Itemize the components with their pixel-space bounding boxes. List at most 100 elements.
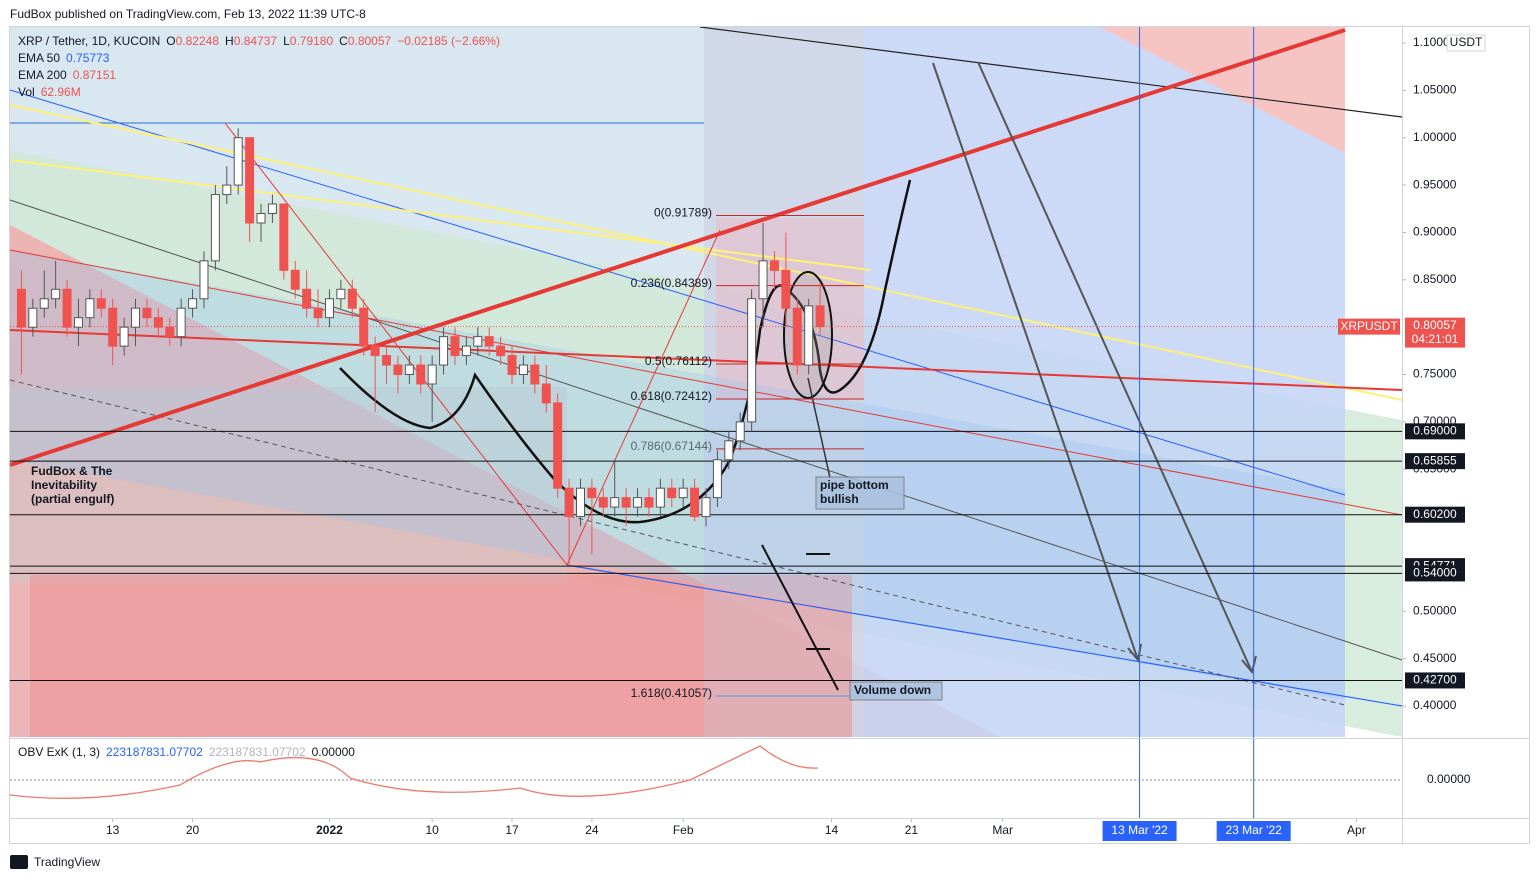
trend-line <box>9 249 1403 516</box>
trend-line <box>224 122 568 566</box>
candle-body <box>108 307 118 347</box>
obv-name: OBV ExK (1, 3) <box>18 745 100 759</box>
candle-body <box>51 288 61 300</box>
x-tick-label: 24 <box>585 823 599 837</box>
annotation: pipe bottom bullish <box>820 478 889 506</box>
labels: XRP / Tether, 1D, KUCOIN O0.82248 H0.84737… <box>18 34 1465 841</box>
x-tick-label: Feb <box>673 823 694 837</box>
frame <box>9 26 1530 844</box>
legend-symbol: XRP / Tether, 1D, KUCOIN <box>18 34 160 48</box>
candle-body <box>484 336 494 347</box>
legend-value: 0.84737 <box>234 34 278 48</box>
obv-tick: 0.00000 <box>1427 772 1471 786</box>
region <box>1100 27 1345 153</box>
region <box>10 250 1345 700</box>
y-tick-label: 1.05000 <box>1413 83 1457 97</box>
y-tick-label: 0.45000 <box>1413 651 1457 665</box>
candle-body <box>176 307 186 338</box>
candle-body <box>222 184 232 196</box>
indicator-value: 0.87151 <box>73 68 117 82</box>
y-tick-label: 0.40000 <box>1413 698 1457 712</box>
x-tick-label: Apr <box>1347 823 1366 837</box>
candle-body <box>165 326 175 338</box>
candle-body <box>450 336 460 357</box>
x-tick-label: 2022 <box>316 823 343 837</box>
candle-body <box>28 307 38 328</box>
candle-body <box>393 364 403 376</box>
trend-line <box>9 89 1346 496</box>
legend-value: 0.82248 <box>176 34 220 48</box>
candle-body <box>815 305 825 328</box>
candle-body <box>382 355 392 366</box>
candle-body <box>507 355 517 376</box>
candle-body <box>461 345 471 357</box>
candle-body <box>598 497 608 508</box>
trend-line <box>699 26 1403 118</box>
drawings <box>9 26 1403 737</box>
level-tag <box>1405 453 1465 470</box>
candle-body <box>302 288 312 309</box>
region <box>30 575 852 737</box>
price-label: 0.80057 <box>1413 318 1457 332</box>
symbol-tag <box>1338 318 1400 335</box>
candle-body <box>473 336 483 347</box>
candle-body <box>518 364 528 376</box>
indicator: EMA 50 0.75773 <box>18 51 110 65</box>
candle-body <box>701 497 711 518</box>
candle-body <box>256 212 266 224</box>
countdown: 04:21:01 <box>1412 332 1459 346</box>
date-marker-label: 13 Mar '22 <box>1111 823 1168 837</box>
level-label: 0.60200 <box>1413 507 1457 521</box>
level-label: 0.54000 <box>1413 566 1457 580</box>
candle-body <box>758 260 768 300</box>
legend-change: −0.02185 (−2.66%) <box>397 34 500 48</box>
candle-body <box>712 459 722 499</box>
published: FudBox published on TradingView.com, Feb… <box>10 7 366 21</box>
candle-body <box>370 345 380 357</box>
trend-line <box>566 564 1403 707</box>
currency-box <box>1446 34 1486 52</box>
candle-body <box>404 364 414 376</box>
level-tag <box>1405 423 1465 440</box>
candle-body <box>530 364 540 385</box>
annotation-box <box>815 476 905 510</box>
candle-body <box>16 288 26 328</box>
candle-body <box>735 421 745 442</box>
candle-body <box>690 487 700 518</box>
candle-body <box>655 487 665 508</box>
trend-line <box>9 28 1346 467</box>
indicator-name: Vol <box>18 85 35 99</box>
legend-value: 0.80057 <box>348 34 392 48</box>
candle-body <box>621 497 631 508</box>
date-marker-label: 23 Mar '22 <box>1226 823 1283 837</box>
level-tag <box>1405 672 1465 689</box>
candle-body <box>667 487 677 499</box>
candle-body <box>142 307 152 319</box>
y-tick-label: 0.85000 <box>1413 272 1457 286</box>
candle-body <box>347 288 357 309</box>
candle-body <box>553 402 563 489</box>
candle-body <box>279 203 289 271</box>
candle-body <box>96 298 106 309</box>
candle-body <box>633 497 643 508</box>
candle-body <box>39 298 49 309</box>
y-tick-label: 1.1000 <box>1413 35 1450 49</box>
annotation: FudBox & The Inevitability (partial engulf… <box>31 464 114 506</box>
x-tick-label: 21 <box>905 823 919 837</box>
date-marker-box <box>1102 821 1177 841</box>
y-tick-label: 0.50000 <box>1413 603 1457 617</box>
candle-body <box>85 298 95 319</box>
candle-body <box>792 307 802 366</box>
arrow <box>932 62 1139 661</box>
level-label: 0.65855 <box>1413 453 1457 467</box>
x-tick-label: 20 <box>186 823 200 837</box>
candle-body <box>427 364 437 385</box>
legend-key: L <box>283 34 290 48</box>
indicator-value: 0.75773 <box>66 51 110 65</box>
candle-body <box>73 317 83 328</box>
date-marker-box <box>1216 821 1291 841</box>
candle-body <box>769 260 779 271</box>
obv-legend: OBV ExK (1, 3) 223187831.07702 223187831.0… <box>18 745 355 759</box>
candle-body <box>199 260 209 300</box>
level-tag <box>1405 565 1465 582</box>
